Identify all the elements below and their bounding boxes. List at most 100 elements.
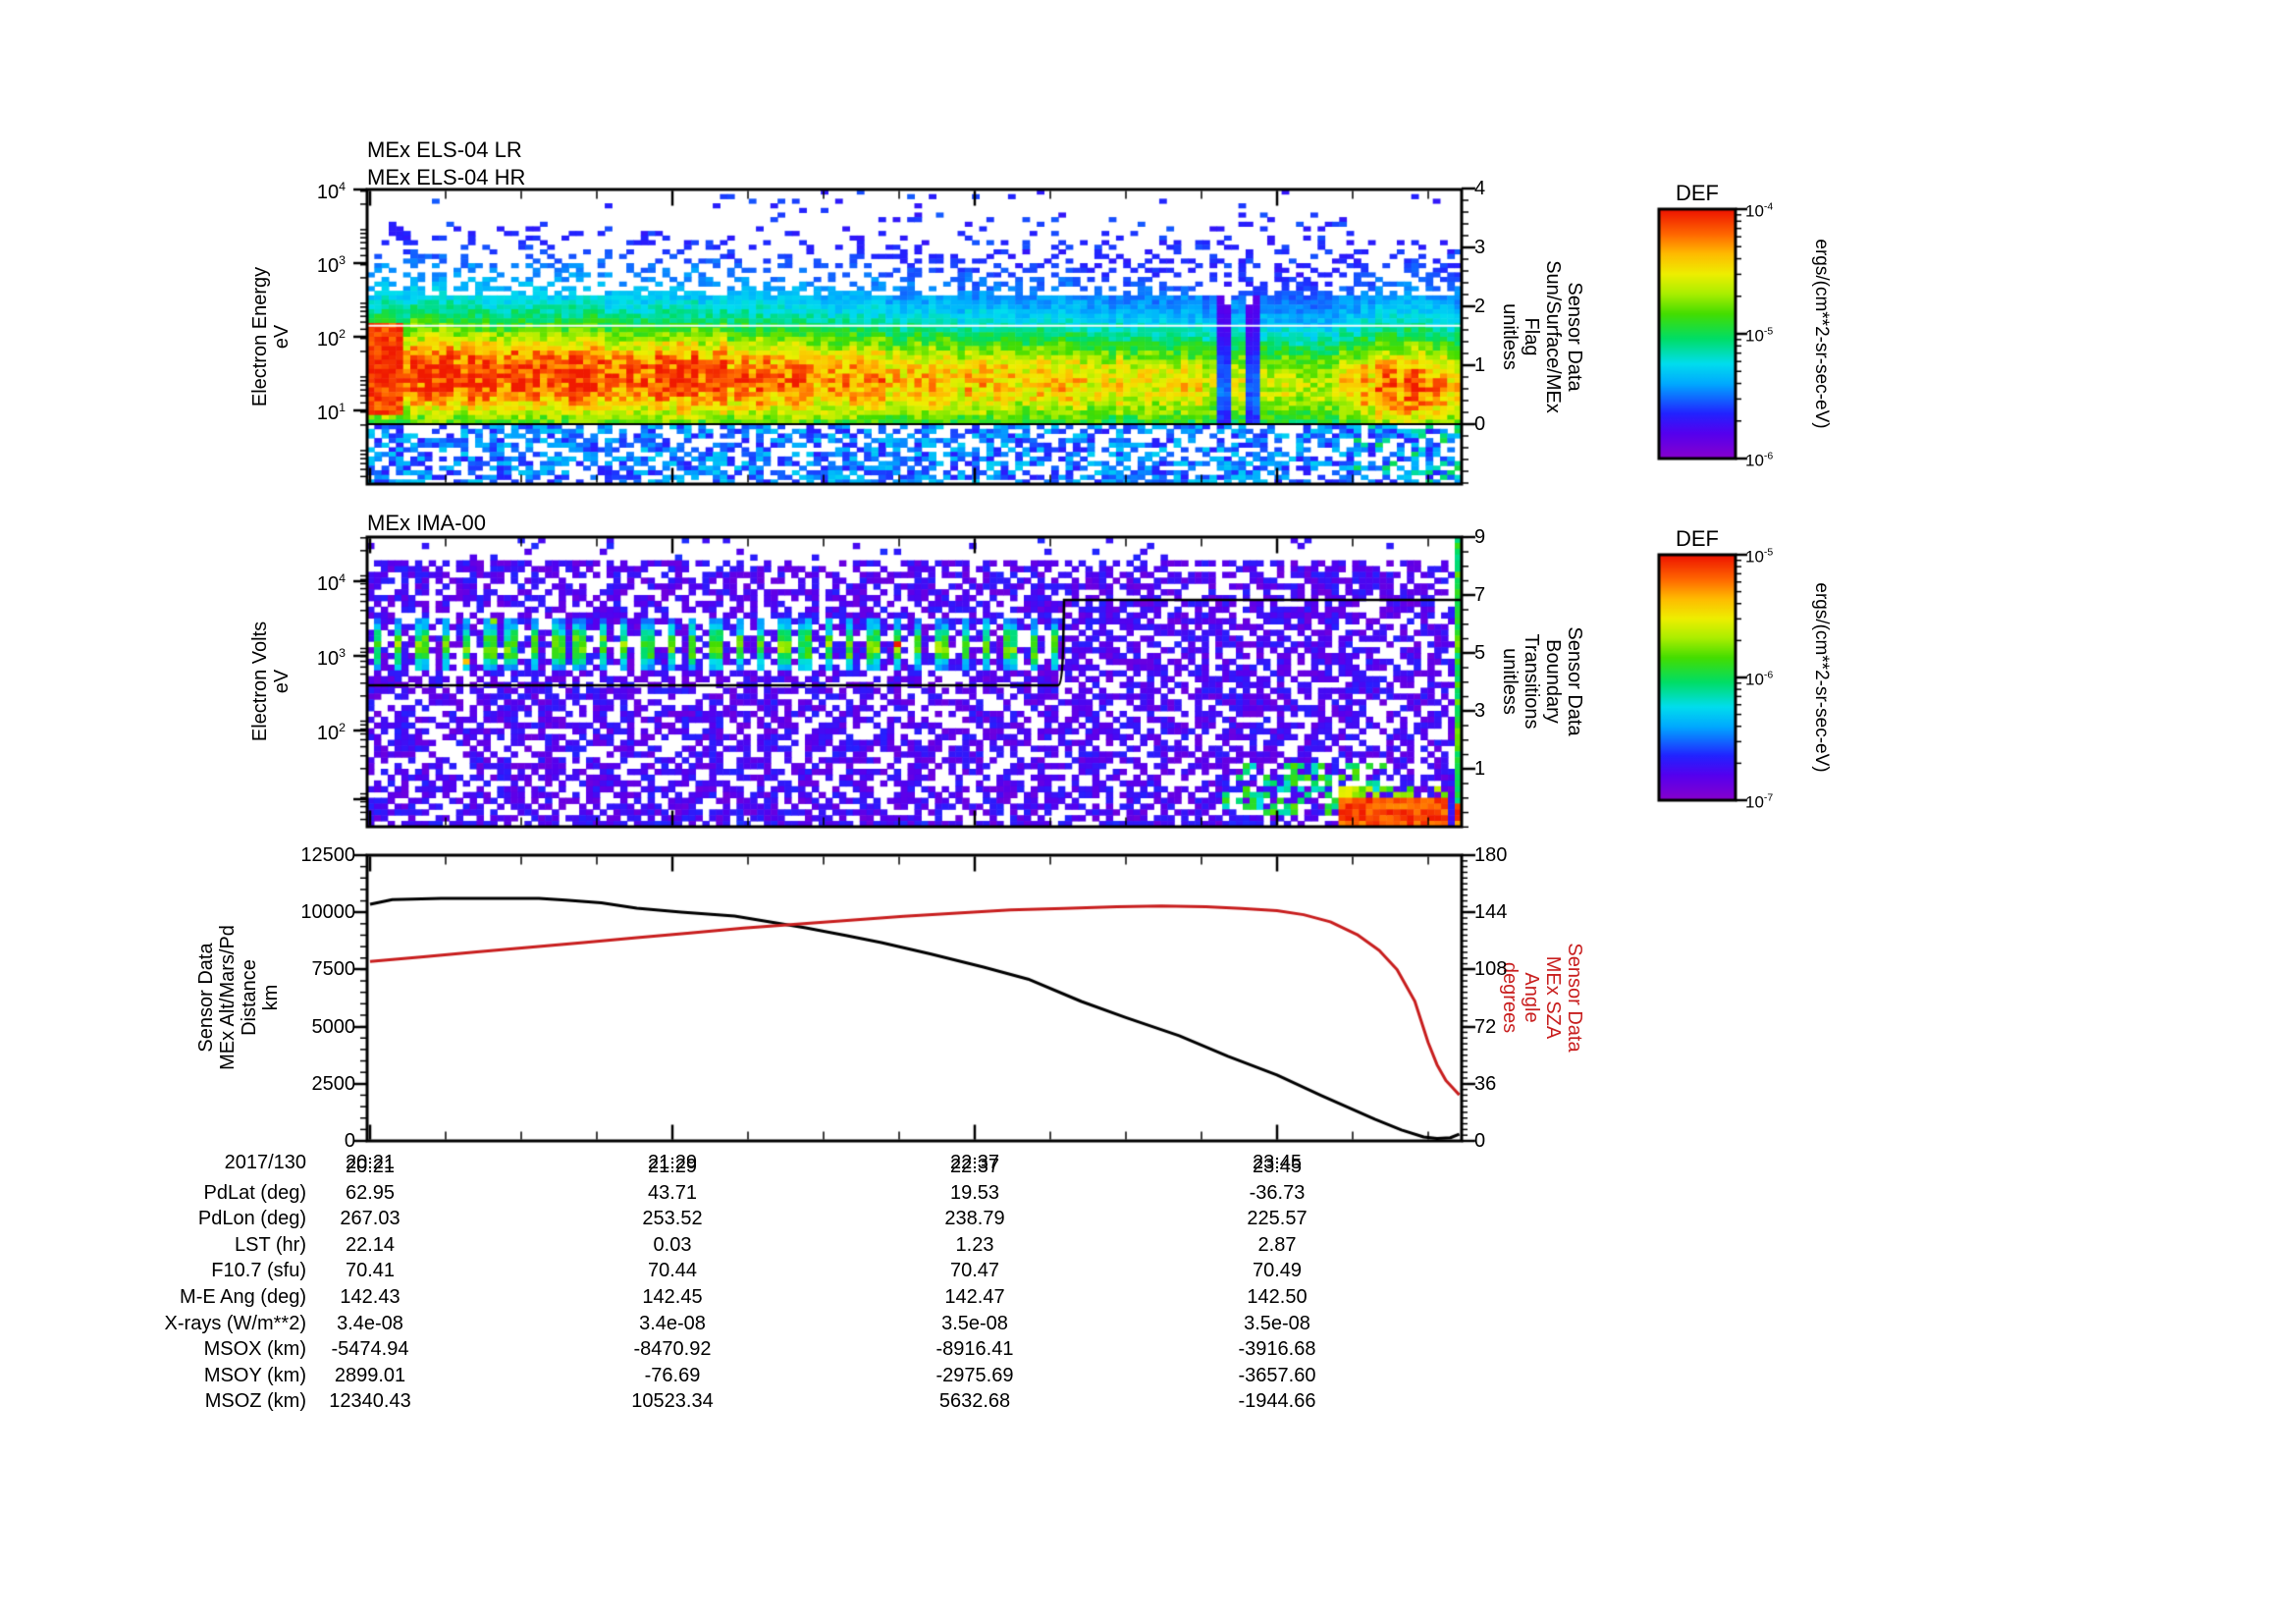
time-tick-label: 21:29: [647, 1152, 698, 1173]
colorbar1-tick-label: 10-6: [1745, 450, 1774, 470]
colorbar2-unit-label: ergs/(cm**2-sr-sec-eV): [1811, 582, 1832, 773]
table-cell: -8470.92: [633, 1338, 712, 1361]
table-cell: 3.5e-08: [941, 1312, 1008, 1334]
traj-sza-tick-label: 36: [1474, 1073, 1497, 1095]
ima-y-tick-label: 104: [316, 571, 346, 595]
table-row-label: PdLat (deg): [203, 1181, 306, 1204]
traj-km-tick-label: 12500: [300, 844, 355, 866]
table-cell: 253.52: [642, 1208, 703, 1230]
table-row-label: X-rays (W/m**2): [164, 1312, 306, 1334]
ima-boundary-tick-label: 3: [1474, 700, 1486, 722]
table-cell: 21:29: [647, 1156, 698, 1177]
ima-title: MEx IMA-00: [367, 511, 487, 535]
traj-km-tick-label: 10000: [300, 901, 355, 923]
traj-km-tick-label: 2500: [311, 1073, 356, 1095]
table-cell: 70.41: [345, 1260, 396, 1282]
els-flag-tick-label: 0: [1474, 413, 1486, 435]
els-flag-tick-label: 1: [1474, 354, 1486, 376]
traj-sza-axis-title: Sensor Data MEx SZA Angle degrees: [1499, 943, 1585, 1053]
table-cell: 0.03: [653, 1233, 692, 1256]
ima-y-tick-label: 103: [316, 646, 346, 670]
table-cell: 10523.34: [631, 1390, 714, 1413]
colorbar2-tick-label: 10-6: [1745, 669, 1774, 689]
table-cell: -3916.68: [1238, 1338, 1316, 1361]
table-row-label: F10.7 (sfu): [211, 1260, 306, 1282]
traj-sza-tick-label: 0: [1474, 1130, 1486, 1152]
time-tick-label: 23:45: [1252, 1152, 1303, 1173]
ima-boundary-axis-title: Sensor Data Boundary Transitions unitles…: [1499, 626, 1585, 736]
table-cell: 142.45: [642, 1286, 703, 1308]
table-row-label: LST (hr): [235, 1233, 306, 1256]
ima-boundary-tick-label: 1: [1474, 758, 1486, 780]
colorbar1-unit-label: ergs/(cm**2-sr-sec-eV): [1811, 239, 1832, 429]
table-cell: 3.4e-08: [337, 1312, 403, 1334]
table-row-label: M-E Ang (deg): [180, 1286, 306, 1308]
table-cell: 238.79: [944, 1208, 1005, 1230]
els-flag-tick-label: 4: [1474, 178, 1486, 199]
table-cell: 70.47: [949, 1260, 1000, 1282]
date-label: 2017/130: [224, 1152, 306, 1173]
table-cell: 5632.68: [938, 1390, 1011, 1413]
table-cell: -1944.66: [1238, 1390, 1316, 1413]
els-flag-tick-label: 3: [1474, 237, 1486, 258]
table-cell: -76.69: [644, 1364, 701, 1386]
time-tick-label: 20:21: [345, 1152, 396, 1173]
table-cell: -8916.41: [935, 1338, 1014, 1361]
table-row-label: PdLon (deg): [197, 1208, 306, 1230]
table-row-label: MSOX (km): [203, 1338, 306, 1361]
colorbar2-title: DEF: [1676, 526, 1719, 551]
table-cell: -36.73: [1249, 1181, 1306, 1204]
table-cell: 20:21: [345, 1156, 396, 1177]
traj-sza-tick-label: 72: [1474, 1016, 1497, 1038]
ima-y-tick-label: 102: [316, 721, 346, 744]
colorbar1-title: DEF: [1676, 181, 1719, 205]
table-cell: 2899.01: [334, 1364, 406, 1386]
table-cell: 23:45: [1252, 1156, 1303, 1177]
table-cell: 12340.43: [329, 1390, 411, 1413]
ima-y-axis-title: Electron Volts eV: [249, 621, 293, 742]
traj-km-tick-label: 0: [344, 1130, 355, 1152]
traj-sza-tick-label: 108: [1474, 958, 1508, 980]
table-cell: 142.47: [944, 1286, 1005, 1308]
els-y-tick-label: 102: [316, 327, 346, 351]
traj-y-axis-title: Sensor Data MEx Alt/Mars/Pd Distance km: [195, 925, 282, 1070]
table-cell: 267.03: [340, 1208, 400, 1230]
table-cell: -3657.60: [1238, 1364, 1316, 1386]
table-cell: 70.49: [1252, 1260, 1303, 1282]
els-y-tick-label: 101: [316, 401, 346, 424]
table-cell: 22.14: [345, 1233, 396, 1256]
table-cell: 70.44: [647, 1260, 698, 1282]
els-flag-axis-title: Sensor Data Sun/Surface/MEx Flag unitles…: [1499, 260, 1585, 413]
table-cell: 19.53: [949, 1181, 1000, 1204]
els-y-axis-title: Electron Energy eV: [249, 266, 293, 407]
table-cell: 2.87: [1257, 1233, 1297, 1256]
els-title-line-1: MEx ELS-04 LR: [367, 137, 522, 162]
table-cell: 3.5e-08: [1244, 1312, 1310, 1334]
els-title-line-2: MEx ELS-04 HR: [367, 165, 526, 189]
traj-km-tick-label: 7500: [311, 958, 356, 980]
table-cell: 1.23: [955, 1233, 994, 1256]
table-cell: -2975.69: [935, 1364, 1014, 1386]
table-cell: 142.50: [1247, 1286, 1308, 1308]
table-row-label: MSOY (km): [203, 1364, 306, 1386]
ima-boundary-tick-label: 5: [1474, 642, 1486, 664]
traj-km-tick-label: 5000: [311, 1016, 356, 1038]
colorbar2-tick-label: 10-7: [1745, 791, 1774, 812]
table-cell: 3.4e-08: [639, 1312, 706, 1334]
table-cell: 225.57: [1247, 1208, 1308, 1230]
ima-boundary-tick-label: 7: [1474, 584, 1486, 606]
table-cell: 62.95: [345, 1181, 396, 1204]
colorbar2-tick-label: 10-5: [1745, 546, 1774, 567]
traj-sza-tick-label: 180: [1474, 844, 1508, 866]
colorbar1-tick-label: 10-5: [1745, 325, 1774, 346]
traj-sza-tick-label: 144: [1474, 901, 1508, 923]
table-cell: 43.71: [647, 1181, 698, 1204]
els-y-tick-label: 103: [316, 253, 346, 277]
time-tick-label: 22:37: [949, 1152, 1000, 1173]
ima-boundary-tick-label: 9: [1474, 526, 1486, 548]
colorbar1-tick-label: 10-4: [1745, 200, 1774, 221]
els-flag-tick-label: 2: [1474, 296, 1486, 317]
table-cell: 22:37: [949, 1156, 1000, 1177]
